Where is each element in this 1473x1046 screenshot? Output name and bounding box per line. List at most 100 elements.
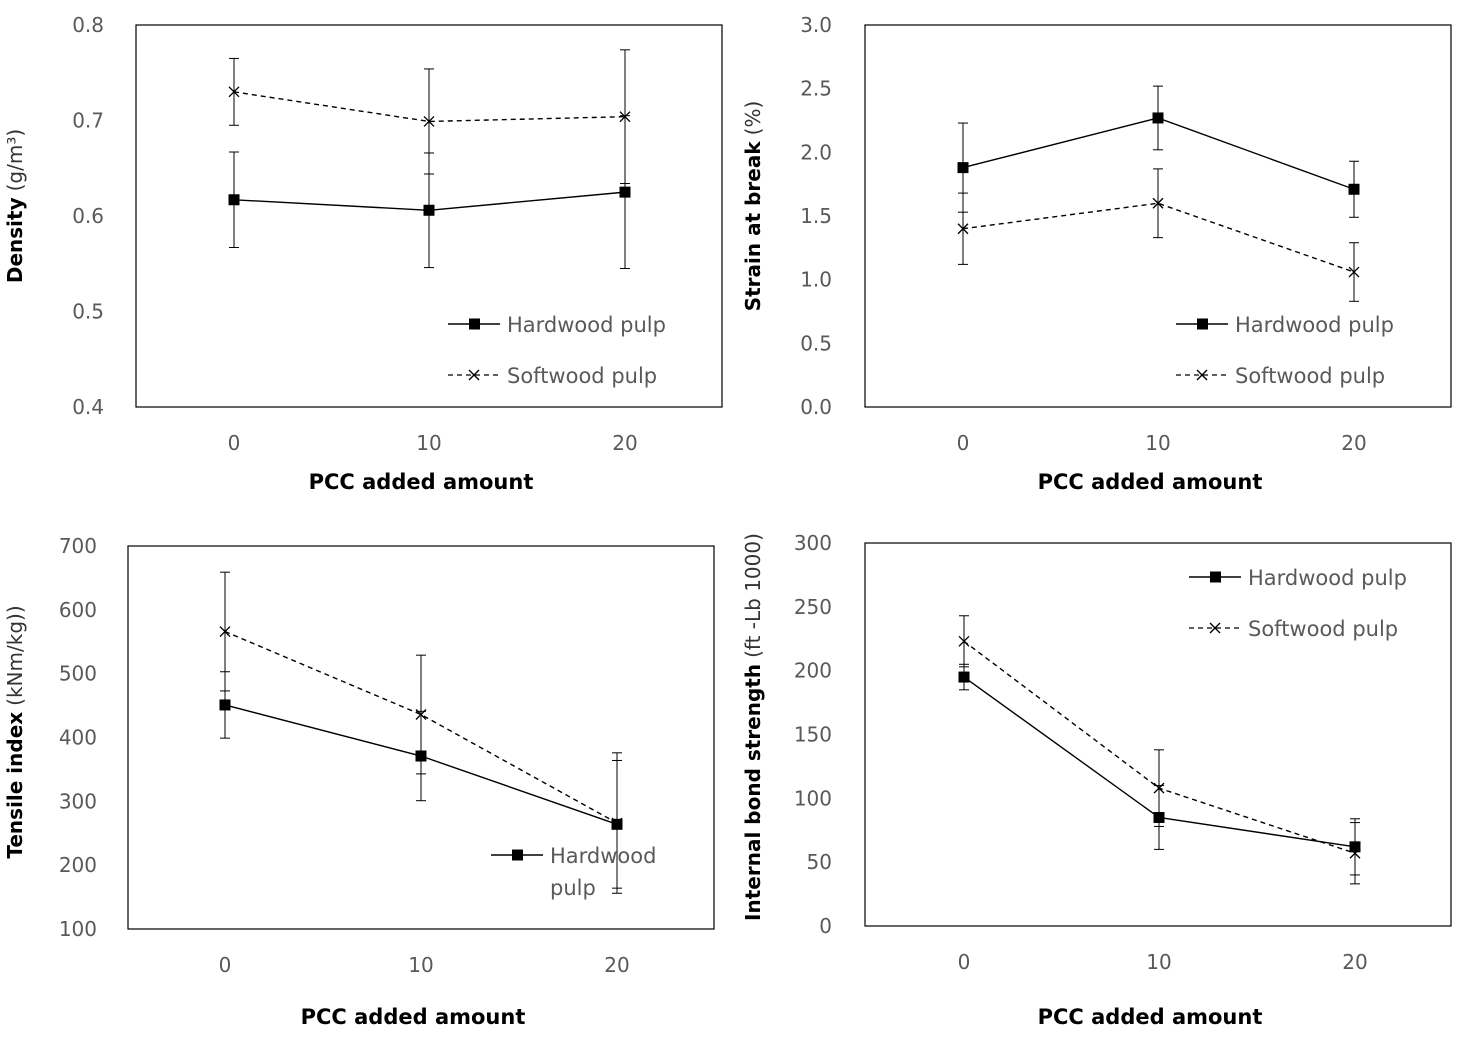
marker-stroke — [219, 626, 231, 637]
y-tick-label: 150 — [794, 723, 832, 747]
x-axis-label: PCC added amount — [301, 1005, 526, 1029]
y-axis-label: Strain at break (%) — [741, 101, 765, 312]
y-tick-label: 300 — [59, 789, 97, 813]
y-tick-label: 100 — [794, 786, 832, 810]
chart-panel-3: 100 200 300 400 500 600 700 0 10 20 PCC added amou… — [3, 534, 715, 1029]
x-tick-label: 0 — [228, 431, 241, 455]
data-point-square — [611, 818, 623, 830]
legend-marker-hardwood — [512, 849, 523, 861]
x-axis-label: PCC added amount — [1038, 470, 1263, 494]
legend-label-softwood: Softwood pulp — [507, 364, 657, 388]
data-point-square — [619, 186, 631, 198]
y-axis-label-unit: (kNm/kg)) — [3, 605, 27, 705]
x-tick-label: 10 — [1146, 950, 1171, 974]
legend-marker-softwood — [1209, 622, 1221, 634]
data-point-square — [423, 204, 435, 216]
legend-label-hardwood: pulp — [550, 876, 596, 900]
legend: Hardwood pulp Softwood pulp — [1189, 566, 1407, 641]
y-tick-label: 0.8 — [72, 13, 104, 37]
data-point-x — [219, 626, 231, 637]
data-point-square — [219, 699, 231, 711]
data-point-square — [415, 750, 427, 762]
y-tick-label: 50 — [807, 850, 832, 874]
legend-marker-hardwood — [1210, 571, 1221, 583]
y-tick-label: 600 — [59, 598, 97, 622]
series-line — [962, 202, 1355, 273]
data-point-square — [957, 162, 969, 174]
legend-marker-hardwood — [469, 318, 480, 330]
x-tick-label: 0 — [958, 950, 971, 974]
y-tick-label: 2.5 — [800, 77, 832, 101]
x-tick-label: 0 — [957, 431, 970, 455]
x-tick-label: 0 — [219, 953, 232, 977]
y-axis-label: Density (g/m³) — [3, 129, 27, 283]
chart-panel-4: 0 50 100 150 200 250 300 0 10 20 PCC added amount I… — [741, 531, 1452, 1029]
y-axis-label-main: Strain at break — [741, 141, 765, 312]
plot-area — [864, 24, 1452, 408]
chart-panel-2: 0.0 0.5 1.0 1.5 2.0 2.5 3.0 0 10 20 PCC added amou… — [741, 13, 1452, 494]
data-point-x — [1152, 197, 1164, 209]
x-axis-label: PCC added amount — [309, 470, 534, 494]
x-tick-label: 10 — [408, 953, 433, 977]
chart-panel-1: 0.4 0.5 0.6 0.7 0.8 0 10 20 PCC added amount Dens… — [3, 13, 723, 494]
legend-marker-softwood — [1196, 369, 1208, 381]
series-softwood — [957, 168, 1360, 302]
marker-stroke — [957, 223, 969, 235]
x-tick-label: 20 — [1342, 950, 1367, 974]
y-tick-label: 0.4 — [72, 395, 104, 419]
x-tick-label: 20 — [604, 953, 629, 977]
legend-marker-hardwood — [1197, 318, 1208, 330]
data-point-square — [1152, 112, 1164, 124]
y-tick-label: 300 — [794, 531, 832, 555]
y-tick-label: 500 — [59, 662, 97, 686]
series-line — [224, 630, 618, 824]
y-axis-label-main: Tensile index — [3, 712, 27, 859]
y-tick-label: 700 — [59, 534, 97, 558]
series-line — [233, 91, 626, 123]
y-axis-label-main: Density — [3, 197, 27, 283]
legend: Hardwood pulp — [491, 844, 656, 900]
y-axis-label-main: Internal bond strength — [741, 664, 765, 921]
y-tick-label: 0.5 — [800, 331, 832, 355]
legend-marker-softwood — [468, 369, 480, 381]
legend-label-hardwood: Hardwood pulp — [507, 313, 666, 337]
legend-label-softwood: Softwood pulp — [1235, 364, 1385, 388]
data-point-square — [1153, 811, 1165, 823]
y-tick-label: 400 — [59, 726, 97, 750]
y-tick-label: 0 — [819, 914, 832, 938]
legend: Hardwood pulp Softwood pulp — [448, 313, 666, 388]
y-axis-label: Tensile index (kNm/kg)) — [3, 605, 27, 858]
y-axis-label-unit: (%) — [741, 101, 765, 136]
plot-area — [864, 542, 1452, 927]
plot-area — [135, 24, 723, 408]
x-tick-label: 10 — [416, 431, 441, 455]
legend-label-hardwood: Hardwood pulp — [1235, 313, 1394, 337]
marker-stroke — [958, 635, 970, 647]
y-tick-label: 200 — [59, 853, 97, 877]
data-point-x — [228, 86, 240, 98]
y-tick-label: 0.0 — [800, 395, 832, 419]
y-tick-label: 2.0 — [800, 140, 832, 164]
data-point-x — [958, 635, 970, 647]
data-point-square — [1349, 841, 1361, 853]
x-tick-label: 20 — [612, 431, 637, 455]
series-hardwood — [219, 671, 623, 889]
series-hardwood — [228, 115, 631, 270]
y-axis-label: Internal bond strength (ft -Lb 1000) — [741, 533, 765, 921]
data-point-square — [1348, 183, 1360, 195]
data-point-x — [957, 223, 969, 235]
y-tick-label: 0.6 — [72, 204, 104, 228]
series-hardwood — [958, 663, 1361, 876]
y-tick-label: 1.0 — [800, 268, 832, 292]
data-point-square — [228, 194, 240, 206]
series-hardwood — [957, 85, 1360, 218]
data-point-x — [1348, 266, 1360, 278]
y-tick-label: 200 — [794, 659, 832, 683]
marker-stroke — [423, 115, 435, 127]
legend-label-hardwood: Hardwood pulp — [1248, 566, 1407, 590]
y-tick-label: 100 — [59, 917, 97, 941]
x-axis-label: PCC added amount — [1038, 1005, 1263, 1029]
y-tick-label: 250 — [794, 595, 832, 619]
data-point-x — [423, 115, 435, 127]
